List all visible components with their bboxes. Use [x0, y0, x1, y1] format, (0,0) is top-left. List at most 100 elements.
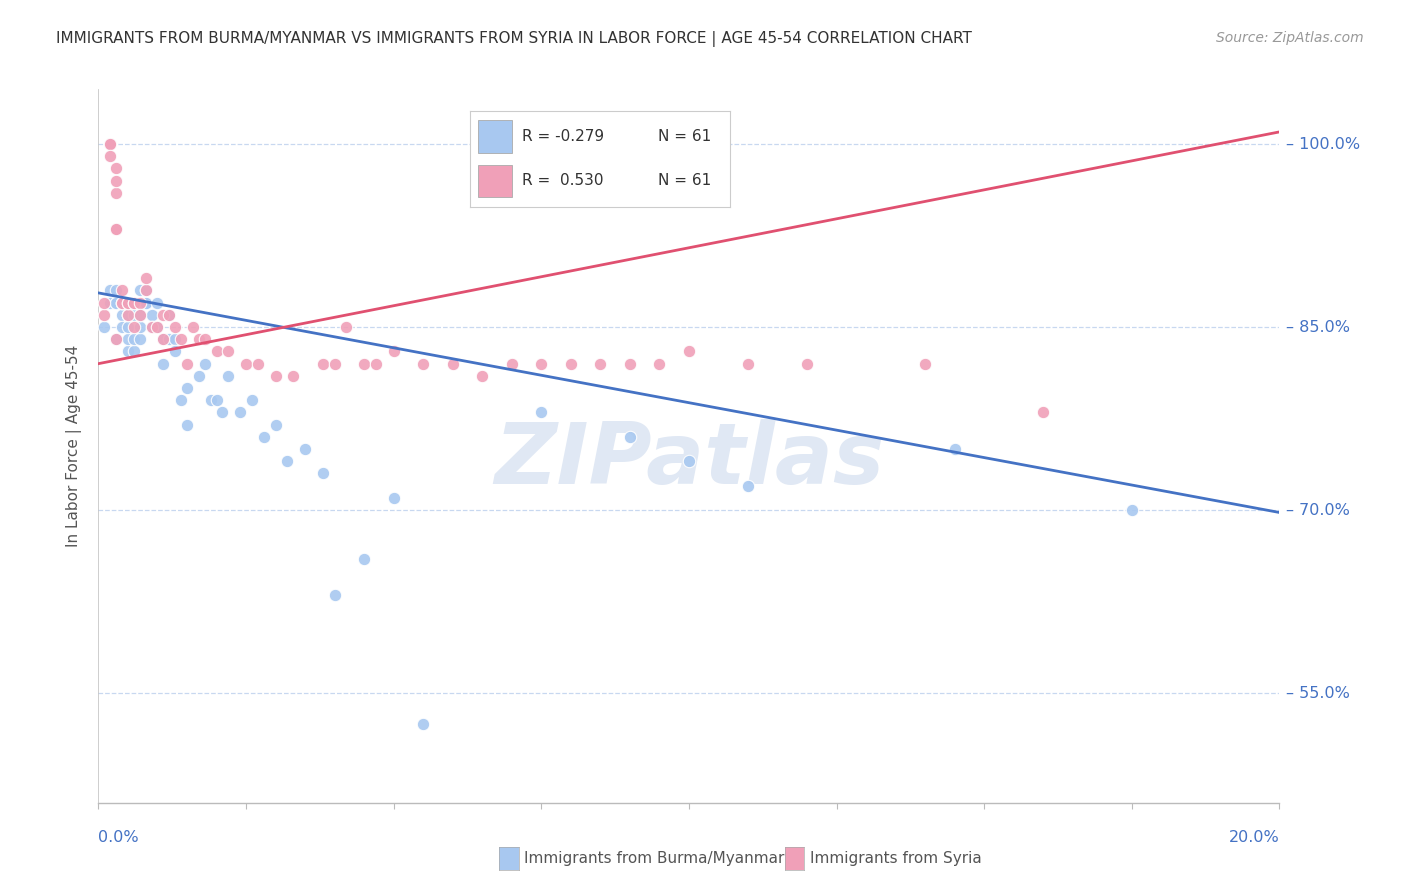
Point	[105, 284, 128, 298]
Point	[111, 295, 134, 310]
Point	[1121, 503, 1143, 517]
Point	[152, 308, 174, 322]
Point	[128, 308, 150, 322]
Point	[122, 332, 145, 346]
Point	[412, 716, 434, 731]
Point	[93, 308, 115, 322]
Point	[128, 320, 150, 334]
Text: Source: ZipAtlas.com: Source: ZipAtlas.com	[1216, 31, 1364, 45]
Point	[117, 295, 139, 310]
Point	[737, 478, 759, 492]
Point	[796, 357, 818, 371]
Point	[187, 332, 209, 346]
Point	[157, 332, 180, 346]
Point	[105, 186, 128, 200]
Point	[117, 332, 139, 346]
Point	[141, 308, 163, 322]
Point	[111, 295, 134, 310]
Point	[152, 332, 174, 346]
Point	[165, 320, 187, 334]
Point	[187, 368, 209, 383]
Point	[382, 491, 405, 505]
Point	[619, 430, 641, 444]
Point	[264, 368, 287, 383]
Point	[122, 295, 145, 310]
Point	[152, 357, 174, 371]
Point	[141, 320, 163, 334]
Y-axis label: In Labor Force | Age 45-54: In Labor Force | Age 45-54	[66, 345, 83, 547]
Point	[200, 393, 222, 408]
Text: – 55.0%: – 55.0%	[1286, 686, 1350, 700]
Point	[217, 344, 239, 359]
Point	[264, 417, 287, 432]
Point	[165, 332, 187, 346]
Text: Immigrants from Burma/Myanmar: Immigrants from Burma/Myanmar	[524, 852, 785, 866]
Point	[146, 320, 169, 334]
Point	[93, 295, 115, 310]
Point	[111, 308, 134, 322]
Point	[117, 344, 139, 359]
Point	[211, 405, 233, 419]
Point	[471, 368, 494, 383]
Text: 0.0%: 0.0%	[98, 830, 139, 845]
Point	[141, 320, 163, 334]
Point	[105, 161, 128, 176]
Point	[98, 137, 121, 152]
Point	[312, 357, 335, 371]
Point	[122, 320, 145, 334]
Point	[364, 357, 387, 371]
Point	[914, 357, 936, 371]
Point	[1032, 405, 1054, 419]
Point	[105, 295, 128, 310]
Point	[205, 393, 228, 408]
Point	[128, 295, 150, 310]
Point	[176, 417, 198, 432]
Point	[122, 308, 145, 322]
Point	[943, 442, 966, 456]
Point	[135, 295, 157, 310]
Point	[135, 284, 157, 298]
Point	[152, 332, 174, 346]
Point	[111, 295, 134, 310]
Point	[170, 393, 193, 408]
Point	[117, 320, 139, 334]
Point	[530, 357, 553, 371]
Point	[737, 357, 759, 371]
Point	[98, 149, 121, 163]
Point	[105, 332, 128, 346]
Text: ZIPatlas: ZIPatlas	[494, 418, 884, 502]
Point	[117, 308, 139, 322]
Point	[589, 357, 612, 371]
Point	[135, 271, 157, 285]
Point	[146, 295, 169, 310]
Point	[128, 308, 150, 322]
Point	[240, 393, 263, 408]
Point	[105, 295, 128, 310]
Point	[194, 357, 217, 371]
Point	[117, 308, 139, 322]
Text: IMMIGRANTS FROM BURMA/MYANMAR VS IMMIGRANTS FROM SYRIA IN LABOR FORCE | AGE 45-5: IMMIGRANTS FROM BURMA/MYANMAR VS IMMIGRA…	[56, 31, 972, 47]
Point	[170, 332, 193, 346]
Point	[353, 357, 375, 371]
Point	[111, 320, 134, 334]
Text: – 85.0%: – 85.0%	[1286, 319, 1351, 334]
Text: – 70.0%: – 70.0%	[1286, 502, 1350, 517]
Point	[128, 332, 150, 346]
Point	[412, 357, 434, 371]
Point	[98, 295, 121, 310]
Point	[353, 551, 375, 566]
Point	[283, 368, 305, 383]
Point	[530, 405, 553, 419]
Point	[122, 295, 145, 310]
Point	[678, 344, 700, 359]
Point	[117, 295, 139, 310]
Text: Immigrants from Syria: Immigrants from Syria	[810, 852, 981, 866]
Text: 20.0%: 20.0%	[1229, 830, 1279, 845]
Point	[165, 344, 187, 359]
Point	[105, 332, 128, 346]
Point	[122, 344, 145, 359]
Point	[253, 430, 276, 444]
Point	[105, 222, 128, 236]
Point	[157, 308, 180, 322]
Point	[98, 137, 121, 152]
